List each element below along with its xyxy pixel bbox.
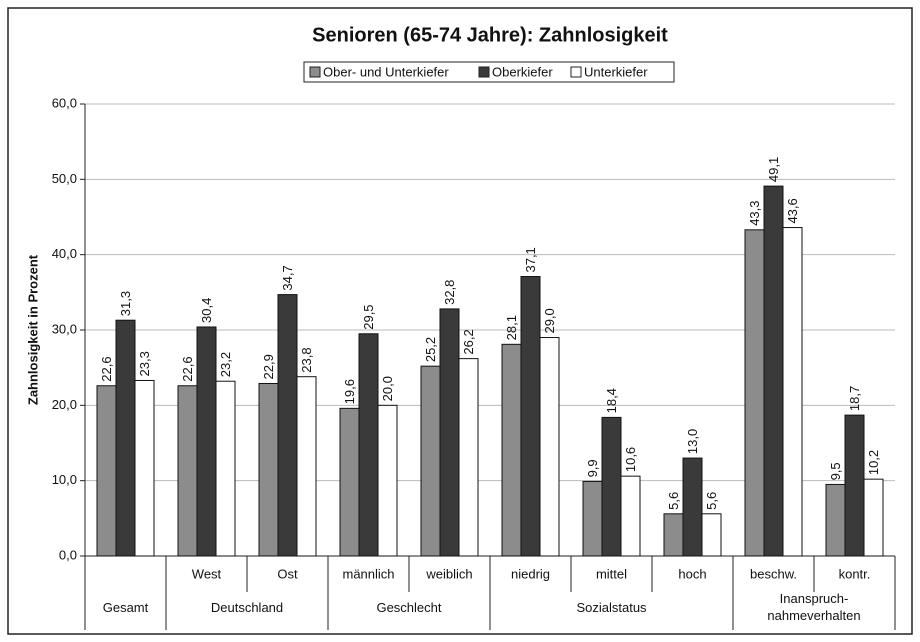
value-label: 28,1: [504, 315, 519, 340]
value-label: 23,2: [218, 352, 233, 377]
bar: [520, 276, 541, 557]
bar: [763, 185, 784, 557]
value-label: 43,3: [747, 200, 762, 225]
x-tick-label: beschw.: [750, 566, 797, 581]
value-label: 10,2: [866, 450, 881, 475]
bar: [358, 333, 379, 557]
value-label: 9,9: [585, 459, 600, 477]
value-label: 18,7: [847, 386, 862, 411]
value-label: 34,7: [280, 265, 295, 290]
x-tick-label: niedrig: [511, 566, 550, 581]
bar: [825, 483, 846, 557]
value-label: 10,6: [623, 447, 638, 472]
value-label: 5,6: [666, 492, 681, 510]
group-label: Geschlecht: [376, 599, 442, 615]
bar: [458, 358, 479, 557]
bar: [277, 294, 298, 557]
y-tick-label: 40,0: [52, 246, 77, 261]
legend-swatch: [478, 66, 490, 78]
value-label: 18,4: [604, 388, 619, 413]
x-tick-label: weiblich: [425, 566, 472, 581]
bar: [296, 376, 317, 557]
y-tick-label: 20,0: [52, 397, 77, 412]
value-label: 25,2: [423, 337, 438, 362]
value-label: 22,6: [99, 356, 114, 381]
group-label: Inanspruch- nahmeverhalten: [767, 591, 861, 623]
bar: [620, 475, 641, 557]
legend-label: Unterkiefer: [584, 64, 648, 79]
bar: [863, 478, 884, 557]
bar: [439, 308, 460, 557]
value-label: 22,9: [261, 354, 276, 379]
y-tick-label: 50,0: [52, 171, 77, 186]
value-label: 31,3: [118, 291, 133, 316]
legend-label: Oberkiefer: [492, 64, 553, 79]
bar: [539, 337, 560, 557]
legend-swatch: [309, 66, 321, 78]
y-tick-label: 30,0: [52, 321, 77, 336]
x-tick-label: Ost: [277, 566, 298, 581]
x-tick-label: mittel: [596, 566, 627, 581]
bar: [215, 380, 236, 557]
bar: [258, 382, 279, 557]
group-label: Gesamt: [102, 599, 149, 615]
bar: [339, 407, 360, 557]
x-tick-label: männlich: [342, 566, 394, 581]
group-label: Deutschland: [210, 599, 284, 615]
value-label: 20,0: [380, 376, 395, 401]
value-label: 43,6: [785, 198, 800, 223]
legend-swatch: [570, 66, 582, 78]
value-label: 29,0: [542, 308, 557, 333]
legend-box: [303, 61, 675, 83]
value-label: 23,8: [299, 347, 314, 372]
value-label: 32,8: [442, 280, 457, 305]
bar: [844, 414, 865, 557]
chart-title: Senioren (65-74 Jahre): Zahnlosigkeit: [312, 24, 668, 46]
value-label: 49,1: [766, 157, 781, 182]
value-label: 13,0: [685, 429, 700, 454]
value-label: 26,2: [461, 329, 476, 354]
bar: [177, 385, 198, 557]
y-tick-label: 10,0: [52, 472, 77, 487]
value-label: 23,3: [137, 351, 152, 376]
legend-label: Ober- und Unterkiefer: [323, 64, 449, 79]
bar: [682, 457, 703, 557]
y-axis-label: Zahnlosigkeit in Prozent: [25, 254, 40, 405]
bar: [420, 365, 441, 557]
bar: [701, 513, 722, 557]
value-label: 9,5: [828, 462, 843, 480]
bar: [96, 385, 117, 557]
bar: [134, 379, 155, 557]
bar: [582, 480, 603, 557]
frame: [7, 7, 913, 635]
value-label: 29,5: [361, 304, 376, 329]
y-tick-label: 0,0: [59, 547, 77, 562]
bar: [196, 326, 217, 557]
bar: [744, 229, 765, 557]
value-label: 37,1: [523, 247, 538, 272]
bar: [663, 513, 684, 557]
x-tick-label: kontr.: [839, 566, 871, 581]
bar: [377, 404, 398, 557]
y-tick-label: 60,0: [52, 95, 77, 110]
value-label: 19,6: [342, 379, 357, 404]
x-tick-label: West: [192, 566, 222, 581]
bar: [501, 343, 522, 557]
value-label: 30,4: [199, 298, 214, 323]
bar: [115, 319, 136, 557]
x-tick-label: hoch: [678, 566, 706, 581]
bar: [601, 416, 622, 557]
group-label: Sozialstatus: [576, 599, 647, 615]
bar: [782, 227, 803, 557]
value-label: 22,6: [180, 356, 195, 381]
value-label: 5,6: [704, 492, 719, 510]
